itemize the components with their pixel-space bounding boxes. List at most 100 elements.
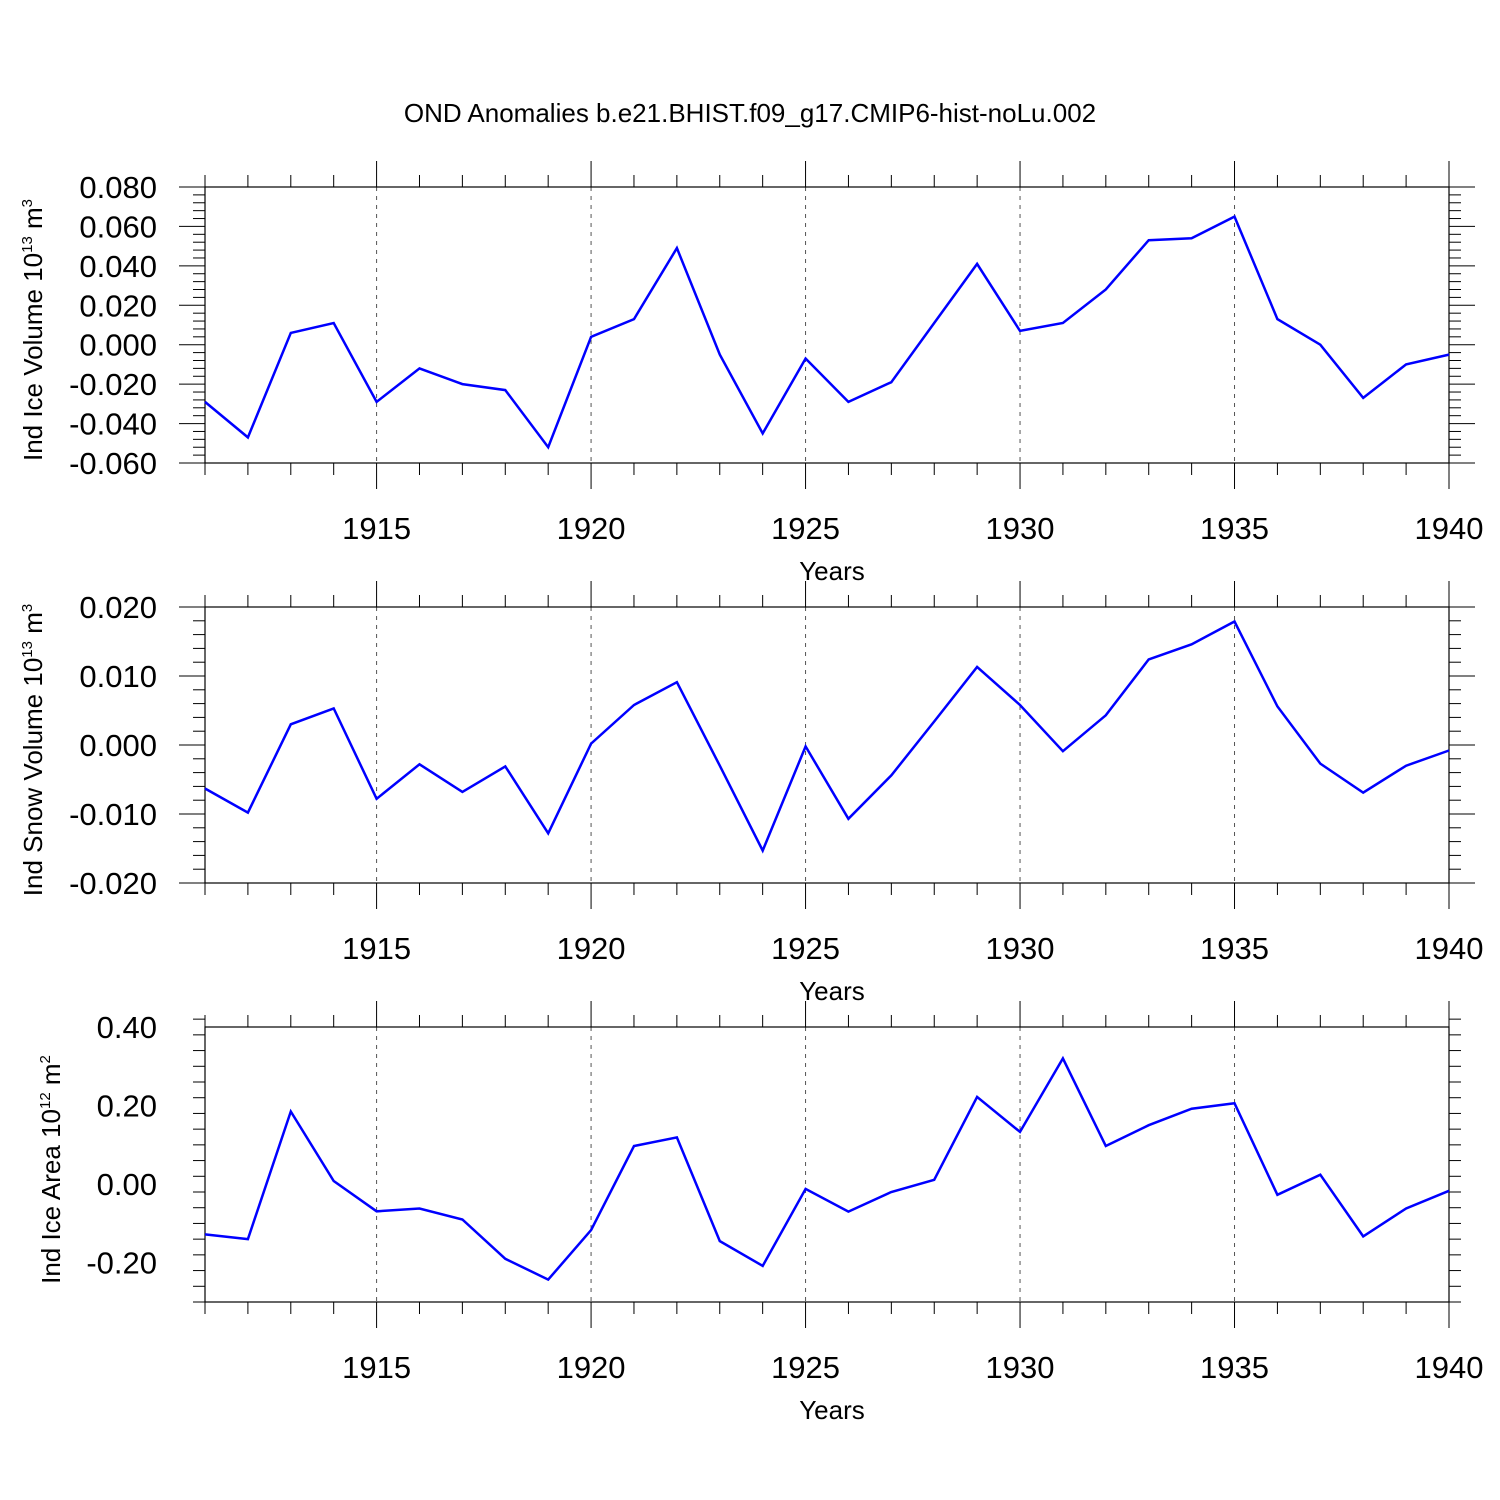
data-point	[933, 322, 935, 324]
data-point	[676, 1136, 678, 1138]
data-point	[1276, 1194, 1278, 1196]
data-point	[504, 1258, 506, 1260]
y-tick-label: -0.020	[69, 367, 157, 402]
x-tick-label: 1920	[557, 1350, 626, 1385]
data-point	[1234, 1102, 1236, 1104]
x-tick-label: 1925	[771, 511, 840, 546]
y-tick-label: -0.010	[69, 797, 157, 832]
data-point	[418, 763, 420, 765]
data-point	[1019, 330, 1021, 332]
data-point	[1319, 344, 1321, 346]
data-point	[1062, 1057, 1064, 1059]
y-tick-label: -0.060	[69, 446, 157, 481]
x-tick-label: 1930	[986, 1350, 1055, 1385]
data-point	[204, 401, 206, 403]
x-tick-label: 1940	[1415, 931, 1484, 966]
x-tick-label: 1930	[986, 931, 1055, 966]
data-point	[762, 1265, 764, 1267]
data-point	[719, 1240, 721, 1242]
data-point	[1405, 765, 1407, 767]
page-title: OND Anomalies b.e21.BHIST.f09_g17.CMIP6-…	[403, 98, 1097, 128]
series-line	[204, 1055, 1450, 1282]
data-point	[933, 721, 935, 723]
data-point	[1405, 363, 1407, 365]
data-point	[1148, 1124, 1150, 1126]
y-tick-label: 0.40	[97, 1010, 157, 1045]
data-point	[461, 383, 463, 385]
data-point	[1234, 216, 1236, 218]
data-point	[547, 1279, 549, 1281]
data-point	[976, 1096, 978, 1098]
data-point	[376, 798, 378, 800]
data-point	[1448, 1190, 1450, 1192]
data-point	[1105, 1145, 1107, 1147]
data-point	[805, 358, 807, 360]
data-point	[890, 774, 892, 776]
x-tick-label: 1915	[342, 1350, 411, 1385]
series-line	[204, 214, 1450, 450]
data-point	[1105, 714, 1107, 716]
data-point	[1105, 289, 1107, 291]
x-tick-label: 1930	[986, 511, 1055, 546]
data-point	[976, 263, 978, 265]
x-tick-label: 1915	[342, 931, 411, 966]
data-point	[504, 389, 506, 391]
y-tick-label: -0.040	[69, 407, 157, 442]
data-point	[1448, 750, 1450, 752]
data-point	[1234, 620, 1236, 622]
y-tick-label: 0.040	[79, 249, 157, 284]
x-axis-title: Years	[799, 556, 865, 586]
chart-panel-2: -0.020 -0.010 0.000 0.010 0.020 1915 1920 1925 1…	[18, 581, 1483, 1006]
data-point	[847, 401, 849, 403]
x-tick-label: 1925	[771, 931, 840, 966]
data-point	[1019, 704, 1021, 706]
data-point	[1362, 792, 1364, 794]
data-point	[333, 1180, 335, 1182]
data-point	[1191, 237, 1193, 239]
data-point	[933, 1179, 935, 1181]
chart-panel-1: -0.060 -0.040 -0.020 0.000 0.020 0.040 0.060 0.…	[18, 161, 1483, 586]
y-tick-label: 0.020	[79, 590, 157, 625]
y-axis-title: Ind Ice Area 1012 m2	[36, 1055, 66, 1284]
data-point	[333, 322, 335, 324]
x-axis-title: Years	[799, 976, 865, 1006]
data-point	[719, 354, 721, 356]
data-point	[204, 1233, 206, 1235]
data-point	[1019, 1131, 1021, 1133]
x-tick-label: 1915	[342, 511, 411, 546]
x-tick-label: 1925	[771, 1350, 840, 1385]
data-point	[204, 787, 206, 789]
y-tick-label: -0.20	[86, 1246, 157, 1281]
y-tick-label: -0.020	[69, 866, 157, 901]
data-point	[805, 1188, 807, 1190]
data-point	[590, 1229, 592, 1231]
data-point	[847, 818, 849, 820]
y-tick-label: 0.000	[79, 728, 157, 763]
chart-panel-3: -0.20 0.00 0.20 0.40 1915 1920 1925 1930 1935 194…	[36, 1001, 1483, 1425]
data-point	[633, 318, 635, 320]
x-tick-label: 1920	[557, 511, 626, 546]
data-point	[805, 745, 807, 747]
data-point	[1191, 643, 1193, 645]
data-point	[590, 336, 592, 338]
series-line	[204, 619, 1450, 854]
data-point	[247, 1238, 249, 1240]
data-point	[1062, 750, 1064, 752]
data-point	[890, 381, 892, 383]
data-point	[1191, 1108, 1193, 1110]
x-tick-label: 1940	[1415, 1350, 1484, 1385]
x-tick-label: 1935	[1200, 511, 1269, 546]
data-point	[1362, 1235, 1364, 1237]
data-point	[633, 704, 635, 706]
data-point	[547, 832, 549, 834]
y-axis-title: Ind Ice Volume 1013 m3	[18, 199, 48, 461]
data-point	[418, 1208, 420, 1210]
data-point	[504, 765, 506, 767]
data-point	[376, 401, 378, 403]
y-axis-title: Ind Snow Volume 1013 m3	[18, 604, 48, 896]
data-point	[461, 791, 463, 793]
plot-frame	[204, 186, 1450, 464]
data-point	[1148, 658, 1150, 660]
y-tick-label: 0.060	[79, 209, 157, 244]
